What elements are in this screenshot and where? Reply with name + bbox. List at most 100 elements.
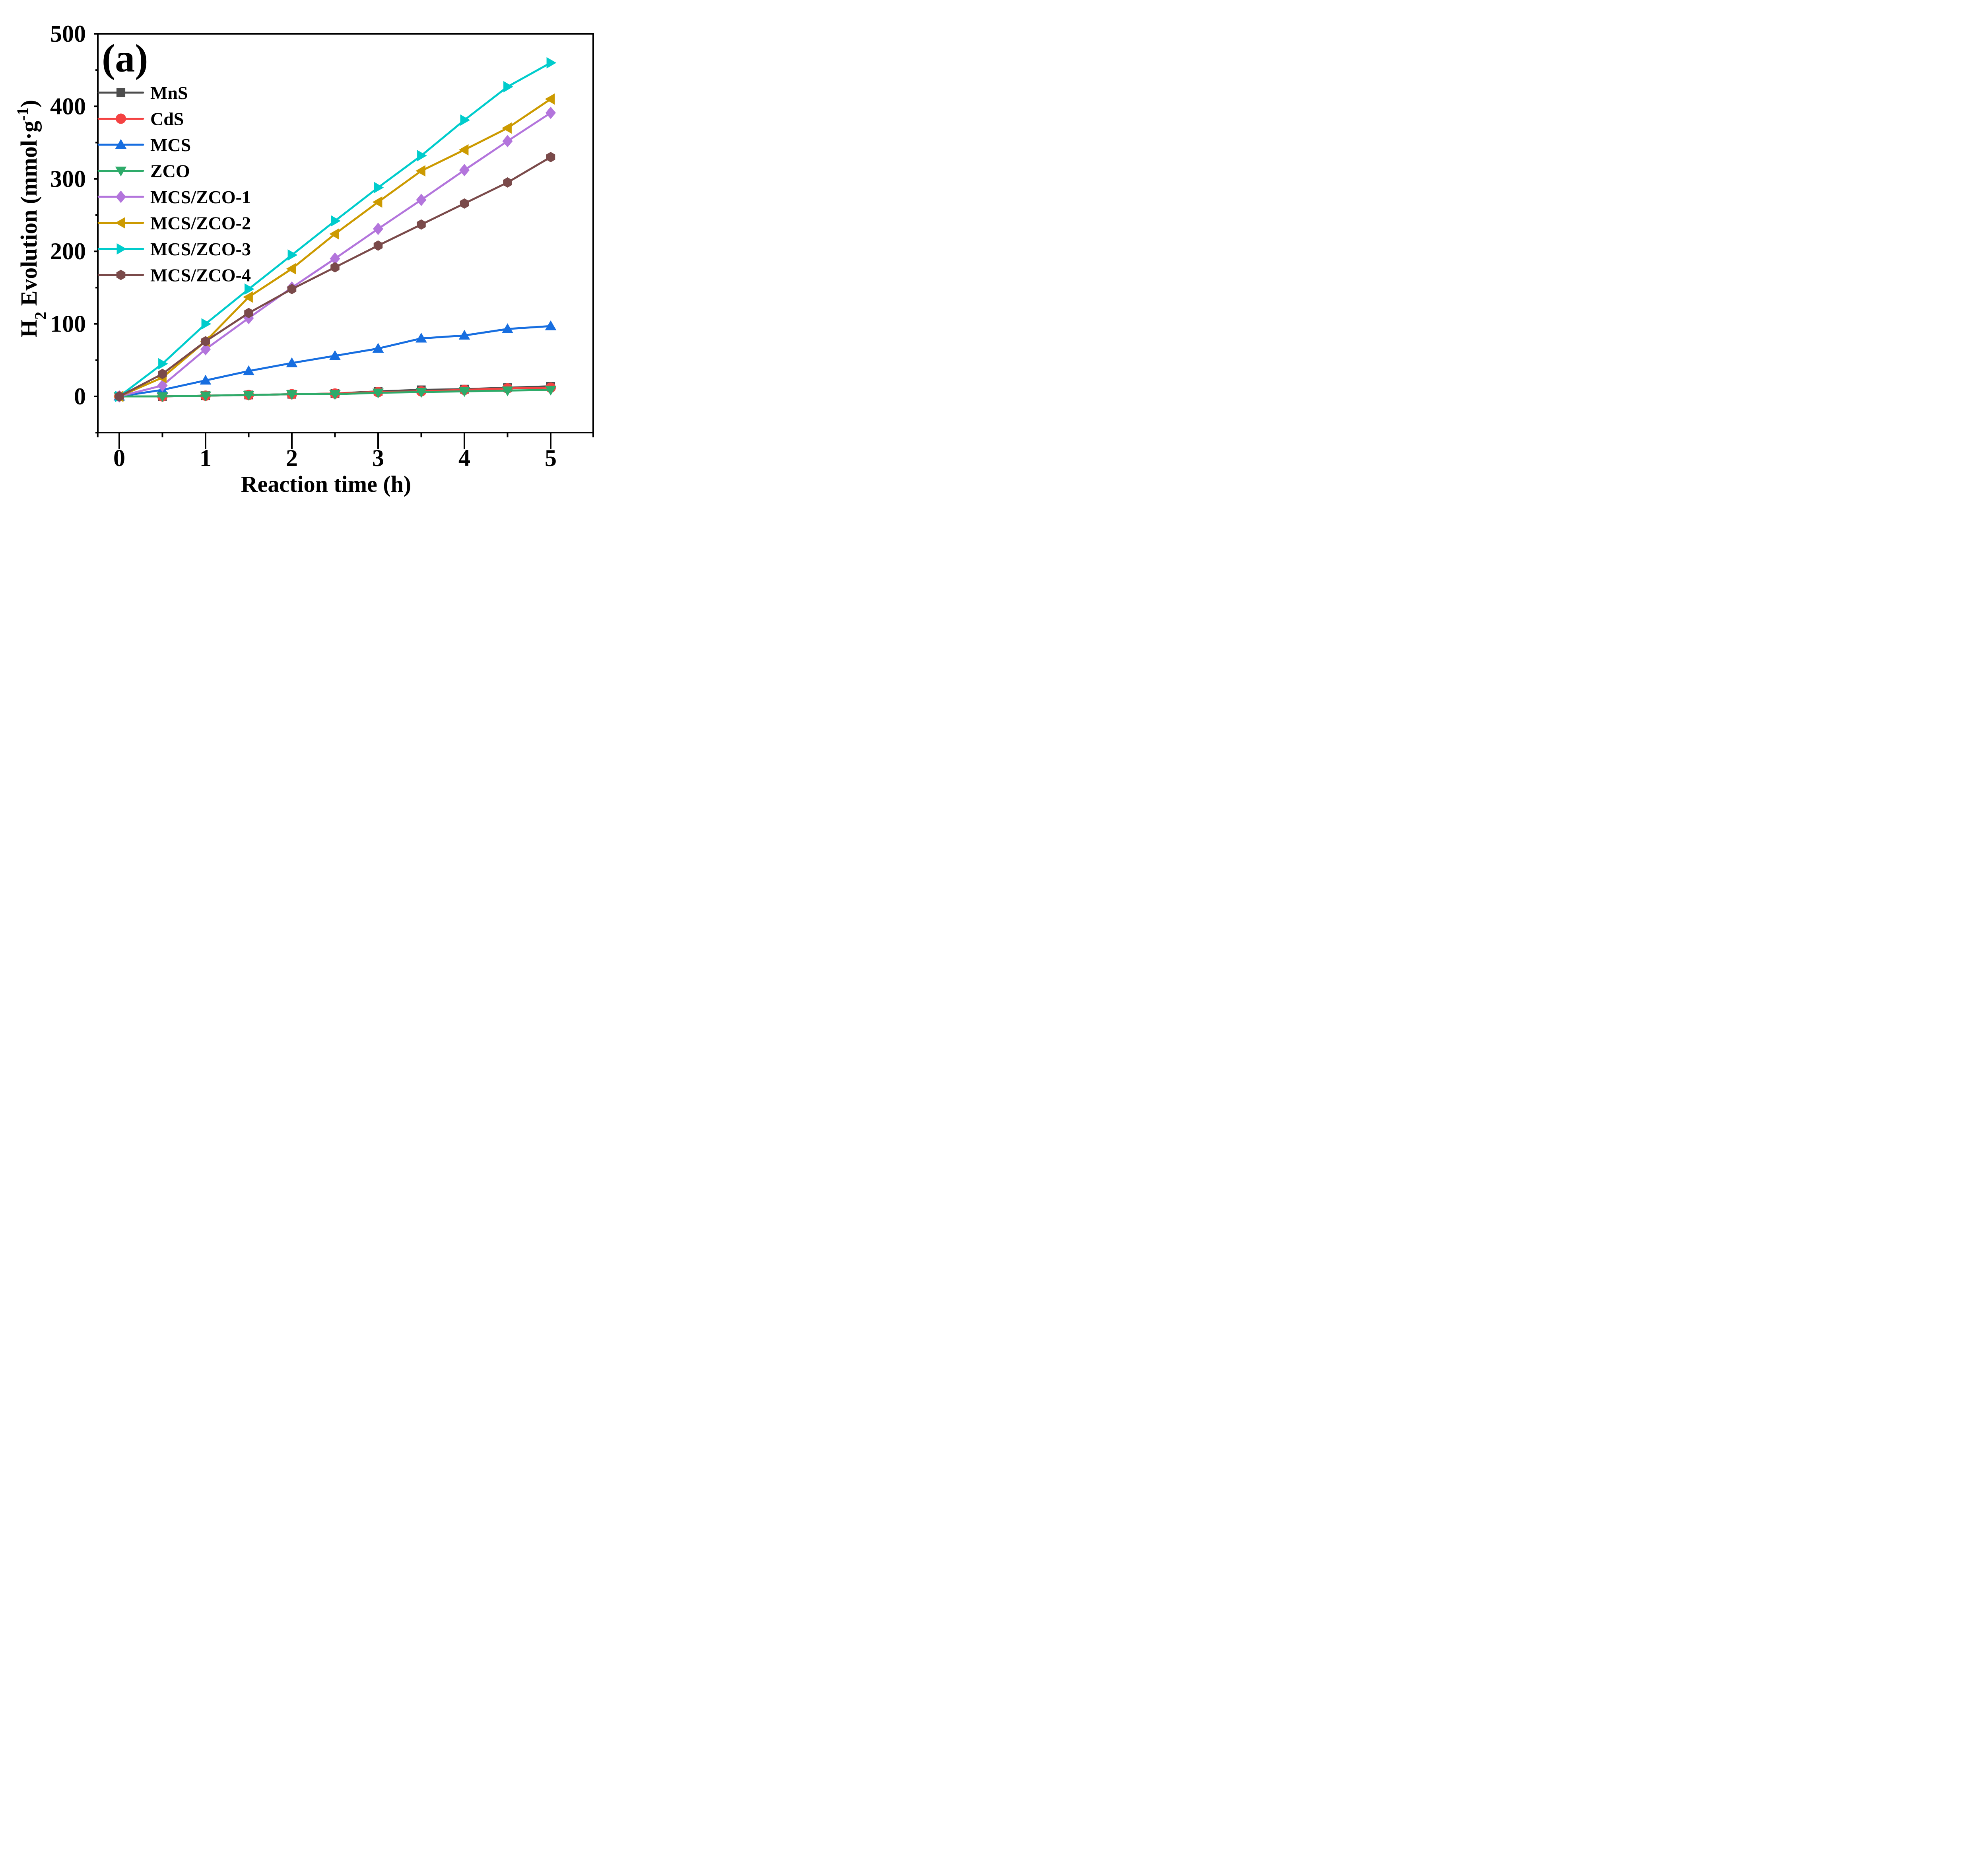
data-point bbox=[244, 308, 253, 318]
data-point bbox=[243, 291, 253, 303]
data-point bbox=[415, 388, 427, 398]
x-tick-label: 5 bbox=[545, 445, 557, 471]
legend-label: MCS/ZCO-3 bbox=[150, 239, 251, 259]
data-point bbox=[157, 379, 168, 392]
y-tick-label: 100 bbox=[50, 311, 86, 337]
data-point bbox=[502, 386, 513, 396]
data-point bbox=[157, 392, 168, 402]
legend-item: MCS/ZCO-4 bbox=[97, 265, 251, 285]
y-tick-label: 500 bbox=[50, 21, 86, 47]
axes-layer: 0 100 200 300 400 500 0 1 2 3 4 5 bbox=[50, 21, 594, 471]
plot-frame bbox=[97, 33, 594, 433]
y-tick-label: 400 bbox=[50, 93, 86, 119]
legend-marker bbox=[116, 243, 127, 255]
series-layer bbox=[113, 57, 557, 403]
legend-label: CdS bbox=[150, 109, 184, 129]
series-mcs-zco-3 bbox=[115, 57, 557, 402]
data-point bbox=[158, 369, 167, 379]
legend-marker bbox=[116, 270, 126, 280]
legend-item: ZCO bbox=[97, 161, 190, 181]
data-point bbox=[329, 228, 339, 240]
data-point bbox=[372, 388, 384, 399]
data-point bbox=[286, 357, 298, 367]
data-point bbox=[329, 350, 341, 360]
legend-label: MCS/ZCO-2 bbox=[150, 213, 251, 233]
legend-item: MCS/ZCO-1 bbox=[97, 187, 251, 207]
x-tick-label: 0 bbox=[113, 445, 125, 471]
data-point bbox=[373, 223, 383, 235]
data-point bbox=[201, 318, 212, 330]
y-tick-label: 300 bbox=[50, 166, 86, 192]
data-point bbox=[287, 249, 298, 261]
data-point bbox=[459, 164, 470, 177]
legend: MnS CdS MCS ZCO MCS/ZCO-1 MCS/ZCO-2 MCS/ZCO-3 M… bbox=[97, 83, 251, 285]
legend-item: MCS/ZCO-3 bbox=[97, 239, 251, 259]
legend-label: ZCO bbox=[150, 161, 190, 181]
data-point bbox=[545, 386, 557, 396]
data-point bbox=[330, 262, 340, 273]
legend-marker bbox=[116, 88, 126, 97]
data-point bbox=[200, 375, 212, 385]
legend-marker bbox=[115, 167, 127, 177]
legend-marker bbox=[116, 113, 126, 124]
data-point bbox=[331, 215, 341, 227]
x-tick-label: 3 bbox=[372, 445, 384, 471]
data-point bbox=[546, 57, 557, 69]
data-point bbox=[546, 107, 556, 119]
data-point bbox=[158, 358, 168, 370]
data-point bbox=[458, 330, 470, 340]
series-line bbox=[118, 325, 552, 398]
data-point bbox=[286, 263, 296, 275]
data-point bbox=[502, 122, 512, 134]
data-point bbox=[415, 165, 425, 177]
data-point bbox=[502, 323, 513, 333]
data-point bbox=[243, 390, 254, 401]
data-point bbox=[243, 365, 254, 375]
legend-marker bbox=[116, 190, 126, 203]
data-point bbox=[416, 194, 427, 206]
data-point bbox=[372, 343, 384, 353]
data-point bbox=[545, 320, 557, 330]
y-tick-label: 0 bbox=[74, 383, 86, 410]
legend-marker bbox=[115, 139, 127, 149]
data-point bbox=[460, 114, 470, 126]
data-point bbox=[329, 390, 341, 400]
legend-marker bbox=[115, 217, 125, 229]
data-point bbox=[115, 391, 124, 402]
data-point bbox=[458, 387, 470, 397]
legend-item: MnS bbox=[97, 83, 188, 103]
x-axis-title: Reaction time (h) bbox=[241, 471, 411, 497]
data-point bbox=[245, 283, 254, 295]
data-point bbox=[374, 182, 384, 193]
panel-label: (a) bbox=[102, 36, 148, 80]
data-point bbox=[503, 177, 512, 188]
legend-item: MCS/ZCO-2 bbox=[97, 213, 251, 233]
data-point bbox=[546, 152, 555, 163]
legend-label: MCS bbox=[150, 135, 191, 155]
series-mcs-zco-4 bbox=[115, 152, 555, 402]
x-tick-label: 1 bbox=[200, 445, 212, 471]
data-point bbox=[201, 336, 210, 347]
data-point bbox=[503, 81, 513, 93]
legend-label: MCS/ZCO-4 bbox=[150, 265, 251, 285]
legend-item: MCS bbox=[97, 135, 191, 155]
y-axis-title: H2 Evolution (mmol·g-1) bbox=[14, 100, 49, 338]
series-zco bbox=[113, 386, 557, 402]
data-point bbox=[502, 135, 513, 148]
legend-label: MnS bbox=[150, 83, 188, 103]
data-point bbox=[287, 284, 297, 295]
x-tick-label: 2 bbox=[286, 445, 298, 471]
legend-label: MCS/ZCO-1 bbox=[150, 187, 251, 207]
data-point bbox=[417, 219, 426, 230]
data-point bbox=[200, 343, 211, 356]
data-point bbox=[415, 332, 427, 343]
data-point bbox=[200, 391, 212, 402]
data-point bbox=[417, 150, 427, 161]
data-point bbox=[330, 252, 340, 265]
data-point bbox=[545, 93, 555, 105]
data-point bbox=[372, 196, 382, 208]
data-point bbox=[458, 144, 469, 156]
x-tick-label: 4 bbox=[458, 445, 470, 471]
y-tick-label: 200 bbox=[50, 238, 86, 264]
